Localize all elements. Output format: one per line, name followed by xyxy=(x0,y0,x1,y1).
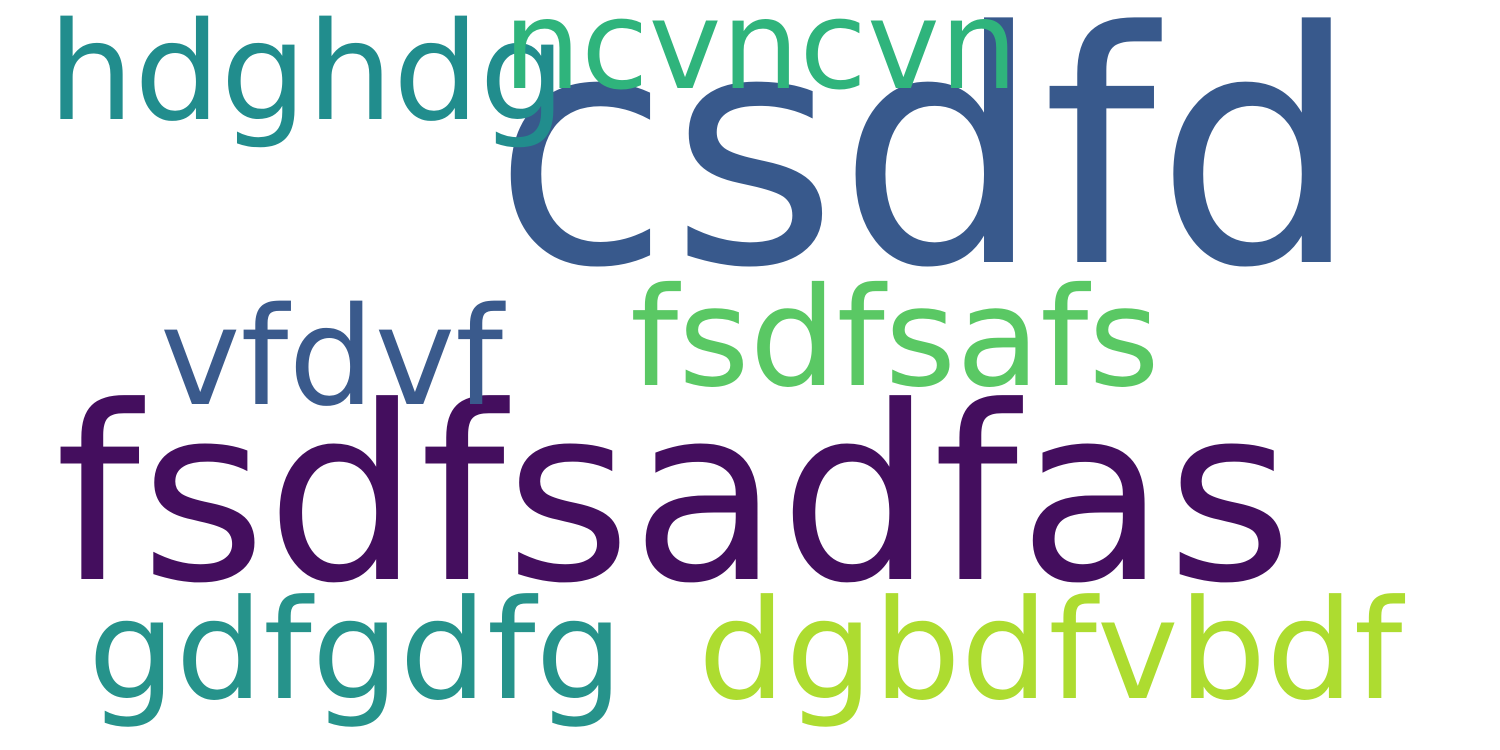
word-csdfd: csdfd xyxy=(493,0,1360,338)
word-fsdfsadfas: fsdfsadfas xyxy=(55,355,1293,637)
word-vfdvf: vfdvf xyxy=(160,279,504,437)
word-gdfgdfg: gdfgdfg xyxy=(88,570,624,731)
word-ncvncvn: ncvncvn xyxy=(503,0,1018,118)
word-hdghdg: hdghdg xyxy=(48,0,566,152)
word-dgbdfvbdf: dgbdfvbdf xyxy=(698,570,1403,731)
word-fsdfsafs: fsdfsafs xyxy=(630,259,1160,418)
